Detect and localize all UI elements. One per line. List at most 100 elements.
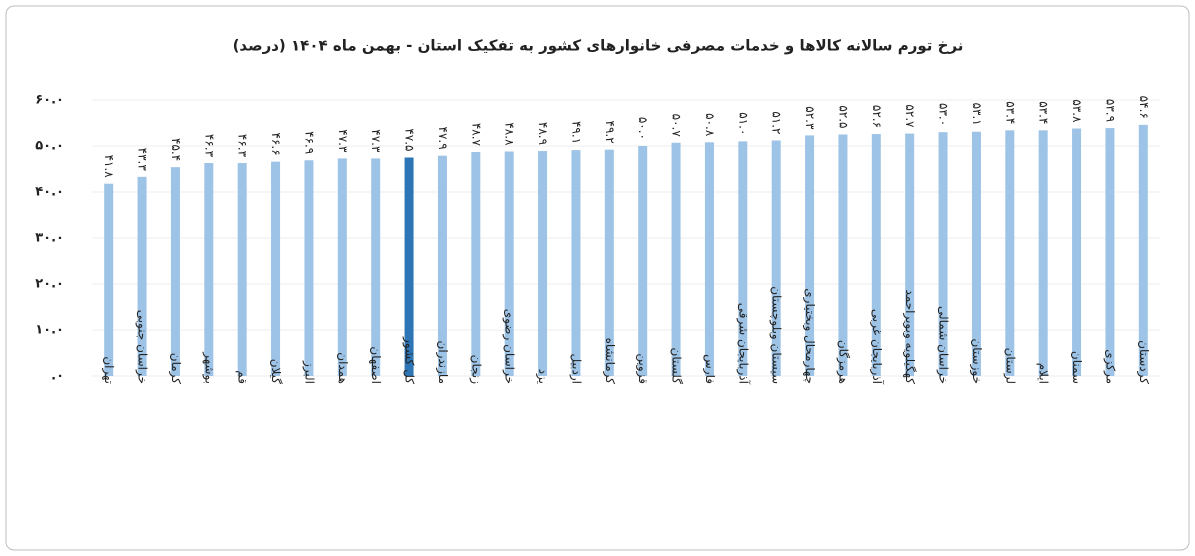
bar bbox=[738, 141, 748, 376]
x-tick-label: یزد bbox=[535, 369, 550, 384]
data-label: ۵۱.۲ bbox=[770, 111, 784, 134]
data-label: ۴۷.۵ bbox=[403, 128, 417, 151]
x-tick-label: کرمان bbox=[168, 353, 183, 385]
data-label: ۵۱.۰ bbox=[736, 112, 750, 135]
data-label: ۵۰.۷ bbox=[670, 114, 684, 138]
x-tick-label: سیستان وبلوچستان bbox=[769, 286, 784, 384]
data-label: ۵۳.۰ bbox=[937, 103, 951, 126]
bar bbox=[771, 140, 781, 376]
data-label: ۴۶.۳ bbox=[202, 134, 216, 158]
bar bbox=[704, 142, 714, 376]
x-tick-label: تهران bbox=[101, 356, 116, 384]
bar bbox=[170, 167, 180, 376]
x-tick-label: زنجان bbox=[468, 355, 483, 385]
bar bbox=[871, 134, 881, 376]
data-label: ۴۷.۳ bbox=[336, 129, 350, 153]
bar bbox=[137, 176, 147, 376]
data-label: ۴۸.۷ bbox=[469, 123, 483, 147]
bar bbox=[604, 149, 614, 376]
y-tick-label: ۳۰.۰ bbox=[35, 231, 64, 246]
x-tick-label: قم bbox=[236, 370, 250, 384]
data-label: ۴۸.۹ bbox=[536, 122, 550, 145]
data-label: ۵۳.۴ bbox=[1037, 101, 1051, 124]
x-tick-label: آذربایجان غربی bbox=[869, 309, 885, 385]
bar bbox=[1072, 128, 1082, 376]
x-tick-label: ایلام bbox=[1037, 363, 1051, 384]
x-tick-label: همدان bbox=[336, 352, 350, 384]
bar bbox=[371, 158, 381, 376]
bar bbox=[304, 160, 314, 376]
data-label: ۴۹.۲ bbox=[603, 121, 617, 144]
bar bbox=[1038, 130, 1048, 376]
x-tick-label: خراسان جنوبی bbox=[135, 310, 150, 384]
bar bbox=[1138, 124, 1148, 376]
x-tick-label: آذربایجان شرقی bbox=[735, 303, 751, 385]
bar bbox=[104, 183, 114, 376]
bar bbox=[638, 146, 648, 376]
x-tick-label: سمنان bbox=[1070, 351, 1084, 384]
x-tick-label: اصفهان bbox=[369, 346, 383, 384]
bar bbox=[905, 133, 915, 376]
x-tick-label: گیلان bbox=[269, 359, 283, 385]
bar bbox=[571, 150, 581, 376]
data-label: ۴۷.۳ bbox=[369, 129, 383, 153]
data-label: ۴۶.۳ bbox=[236, 134, 250, 158]
bar bbox=[805, 135, 815, 376]
bar bbox=[671, 142, 681, 376]
data-label: ۵۰.۸ bbox=[703, 113, 717, 137]
y-tick-label: ۴۰.۰ bbox=[35, 185, 64, 200]
x-tick-label: کهگیلویه وبویراحمد bbox=[902, 289, 917, 384]
data-label: ۵۲.۵ bbox=[836, 105, 850, 128]
data-label: ۴۳.۳ bbox=[136, 148, 150, 172]
data-label: ۵۳.۱ bbox=[970, 103, 984, 126]
data-label: ۵۲.۳ bbox=[803, 106, 817, 130]
x-tick-label: گلستان bbox=[670, 348, 684, 385]
x-tick-label: بوشهر bbox=[201, 351, 216, 384]
bar bbox=[971, 131, 981, 376]
x-tick-label: خراسان رضوی bbox=[502, 309, 517, 384]
bar bbox=[1005, 130, 1015, 376]
data-label: ۵۰.۰ bbox=[636, 117, 650, 140]
data-label: ۴۷.۹ bbox=[436, 127, 450, 150]
x-tick-label: چهارمحال وبختیاری bbox=[802, 288, 817, 384]
data-label: ۵۲.۷ bbox=[903, 104, 917, 128]
x-tick-label: فارس bbox=[702, 354, 717, 384]
x-tick-label: کل کشور bbox=[402, 336, 417, 384]
bar bbox=[1105, 128, 1115, 376]
chart-frame bbox=[5, 5, 1190, 551]
bar bbox=[404, 157, 414, 376]
y-tick-label: ۵۰.۰ bbox=[35, 139, 64, 154]
x-tick-label: اردبیل bbox=[568, 353, 583, 384]
data-label: ۴۹.۱ bbox=[569, 121, 583, 144]
bar bbox=[838, 134, 848, 376]
bar bbox=[237, 163, 247, 376]
data-label: ۵۴.۶ bbox=[1137, 96, 1151, 119]
bar bbox=[471, 151, 481, 376]
bar bbox=[437, 155, 447, 376]
y-tick-label: .۰ bbox=[51, 369, 64, 384]
data-label: ۵۳.۹ bbox=[1103, 99, 1117, 122]
data-label: ۴۶.۶ bbox=[269, 132, 283, 155]
bar bbox=[337, 158, 347, 376]
bar bbox=[204, 163, 214, 376]
x-tick-label: مرکزی bbox=[1102, 349, 1117, 384]
x-tick-label: خوزستان bbox=[969, 338, 984, 384]
y-tick-label: ۶۰.۰ bbox=[35, 93, 64, 108]
x-tick-label: مازندران bbox=[435, 341, 450, 384]
data-label: ۵۳.۴ bbox=[1003, 101, 1017, 124]
data-label: ۵۳.۸ bbox=[1070, 99, 1084, 123]
x-tick-label: قزوین bbox=[635, 353, 650, 384]
x-tick-label: البرز bbox=[301, 360, 316, 384]
data-label: ۴۵.۴ bbox=[169, 138, 183, 161]
bar bbox=[538, 151, 548, 376]
x-tick-label: هرمزگان bbox=[835, 340, 850, 384]
bar bbox=[271, 161, 281, 376]
y-tick-label: ۲۰.۰ bbox=[35, 277, 64, 292]
data-label: ۴۸.۸ bbox=[503, 122, 517, 146]
x-tick-label: خراسان شمالی bbox=[936, 306, 951, 384]
x-tick-label: لرستان bbox=[1002, 348, 1017, 384]
data-label: ۴۶.۹ bbox=[302, 131, 316, 154]
x-tick-label: کردستان bbox=[1136, 340, 1151, 384]
